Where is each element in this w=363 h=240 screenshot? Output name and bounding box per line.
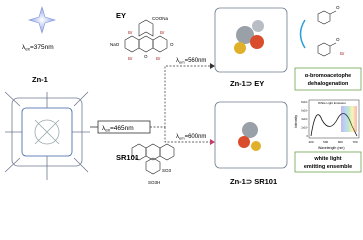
y-tick-label: 6x10⁵ [301, 109, 308, 113]
light-icon [27, 5, 57, 35]
emission-label: λem=560nm [176, 58, 206, 65]
group: Br [156, 56, 161, 61]
dye-label: EY [116, 11, 126, 20]
x-tick-label: 600 [338, 140, 343, 144]
sub: em [179, 60, 185, 65]
group: Br [128, 30, 133, 35]
box-text: white light [313, 156, 341, 162]
result-box [294, 67, 362, 91]
symbol: λ [176, 134, 179, 140]
y-tick-label: 4x10⁵ [301, 117, 308, 121]
ey-structure [124, 19, 168, 53]
y-tick-label: 0 [307, 134, 309, 138]
complex-label: Zn-1⊃ EY [230, 79, 264, 88]
x-tick-label: 400 [308, 140, 313, 144]
result-box [294, 151, 362, 173]
inset-plot: White Light Emission Intensity Wavelengt… [294, 99, 360, 150]
group: Br [128, 56, 133, 61]
sr101-structure [131, 143, 175, 175]
excitation-label: λex=375nm [22, 44, 54, 52]
group: O [170, 42, 174, 47]
arrow-head [210, 63, 215, 69]
group: SO3H [148, 180, 160, 185]
group: O [144, 54, 148, 59]
group: SO3 [162, 168, 172, 173]
group: Br [160, 30, 165, 35]
inset-title: White Light Emission [318, 101, 346, 105]
group: O [336, 37, 340, 42]
host-guest-bottom [214, 101, 288, 169]
value: =560nm [185, 58, 207, 64]
value: =375nm [30, 44, 54, 51]
ey-groups: COONa Br Br NaO O Br Br O [110, 16, 174, 61]
value: =600nm [185, 134, 207, 140]
symbol: λ [22, 44, 26, 51]
group: O [336, 5, 340, 10]
sub: ex [25, 47, 31, 52]
box-text: emitting ensemble [304, 164, 352, 170]
x-label: Wavelength (nm) [318, 146, 345, 150]
sub: em [179, 136, 185, 141]
group: NaO [110, 42, 120, 47]
cage-structure [4, 91, 90, 180]
box-text: α-bromoacetophe [305, 73, 351, 79]
cage-label: Zn-1 [32, 75, 48, 84]
symbol: λ [102, 125, 106, 132]
box-text: dehalogenation [308, 81, 349, 87]
arrow-head [210, 139, 215, 145]
emission-label: λem=600nm [176, 134, 206, 141]
branch-arrows [150, 65, 210, 143]
complex-label: Zn-1⊃ SR101 [230, 177, 277, 186]
group: Br [340, 51, 345, 56]
reaction-scheme [299, 10, 337, 57]
symbol: λ [176, 58, 179, 64]
emission-image [341, 106, 357, 132]
group: COONa [152, 16, 169, 21]
x-tick-label: 700 [352, 140, 357, 144]
figure: λex=375nm Zn-1 EY COONa Br Br NaO O Br B… [4, 5, 362, 186]
host-guest-top [214, 7, 288, 73]
y-tick-label: 8x10⁵ [301, 100, 308, 104]
y-tick-label: 2x10⁵ [301, 126, 308, 130]
value: =465nm [110, 125, 134, 132]
x-tick-label: 500 [323, 140, 328, 144]
excitation-label: λex=465nm [102, 125, 134, 133]
sub: ex [105, 128, 111, 133]
dye-label: SR101 [116, 153, 139, 162]
y-label: Intensity [294, 115, 298, 128]
